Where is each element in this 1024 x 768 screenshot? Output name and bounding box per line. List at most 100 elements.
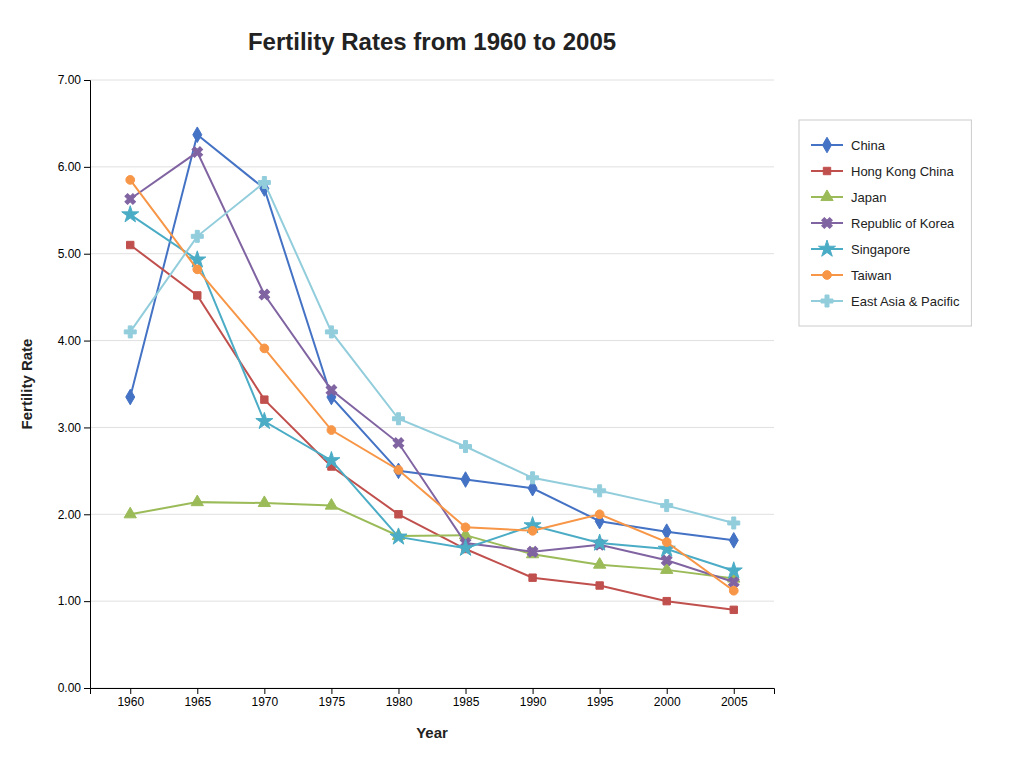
marker [124,326,136,338]
series [124,176,740,528]
line [130,180,734,591]
marker [193,127,202,143]
tick-mark [84,254,90,255]
chart: 1960 1965 1970 1975 1980 1985 1990 1995 2000 2005… [0,0,1024,768]
marker [728,517,740,529]
marker [122,206,139,222]
legend-label: Taiwan [851,268,891,283]
axis-line [91,689,775,695]
line [130,135,734,541]
marker [725,562,742,578]
plot-area: 1960 1965 1970 1975 1980 1985 1990 1995 2000 2005… [58,73,775,708]
marker [189,144,205,160]
tick: 1965 [184,688,211,709]
tick-mark [197,688,198,694]
grid-line [90,253,774,254]
marker [729,586,738,595]
tick-mark [84,688,90,689]
marker [260,344,269,353]
tick-mark [130,688,131,694]
tick: 0.00 [58,681,90,695]
marker [663,597,670,604]
marker [323,451,340,467]
marker [461,523,470,532]
tick-mark [84,167,90,168]
x-axis-title: Year [416,724,448,741]
marker [325,326,337,338]
legend-marker [823,271,832,280]
marker [126,176,135,185]
tick: 1.00 [58,594,90,608]
tick: 7.00 [58,73,90,87]
tick: 5.00 [58,247,90,261]
tick: 4.00 [58,334,90,348]
marker [395,511,402,518]
tick-label: 7.00 [58,73,82,87]
tick: 1960 [117,688,144,709]
legend-label: East Asia & Pacific [851,294,960,309]
marker [127,241,134,248]
legend-item: Taiwan [811,268,891,283]
marker [327,426,336,435]
marker [191,495,203,506]
series [126,176,738,596]
tick: 1990 [520,688,547,709]
legend-marker [823,137,832,153]
tick-mark [667,688,668,694]
line [130,152,734,582]
grid-line [90,80,774,81]
legend-box [799,120,971,326]
tick-mark [600,688,601,694]
tick-label: 1975 [319,695,346,709]
tick: 1980 [386,688,413,709]
tick: 2000 [654,688,681,709]
tick: 2005 [721,688,748,709]
tick: 1985 [453,688,480,709]
tick-label: 1.00 [58,594,82,608]
legend-item: China [811,137,886,153]
marker [258,496,270,507]
marker [193,265,202,274]
marker [391,435,407,451]
marker [394,463,403,479]
tick-label: 0.00 [58,681,82,695]
tick-label: 6.00 [58,160,82,174]
tick: 3.00 [58,421,90,435]
tick-mark [84,514,90,515]
tick-label: 2005 [721,695,748,709]
marker [596,582,603,589]
legend-marker [823,167,830,174]
legend-item: Japan [811,190,886,205]
legend-marker [819,215,835,231]
tick-label: 1960 [117,695,144,709]
marker [594,485,606,497]
marker [661,500,673,512]
marker [194,292,201,299]
marker [662,524,671,540]
tick-label: 5.00 [58,247,82,261]
legend-item: Singapore [811,240,910,257]
marker [390,528,407,544]
series [122,144,741,590]
marker [595,510,604,519]
series [126,127,739,548]
series-layer [122,127,743,614]
marker [525,544,541,560]
marker [594,558,606,569]
marker [256,287,272,303]
series [127,241,738,613]
axis-line [84,81,91,689]
tick: 1995 [587,688,614,709]
tick-mark [84,341,90,342]
tick-label: 1985 [453,695,480,709]
marker [527,472,539,484]
legend-label: Hong Kong China [851,164,954,179]
y-axis: 0.001.002.003.004.005.006.007.00 [58,73,91,695]
marker [258,176,270,188]
tick-mark [84,427,90,428]
marker [591,534,608,550]
tick-mark [398,688,399,694]
x-axis: 1960 1965 1970 1975 1980 1985 1990 1995 2000 2005 [91,688,775,709]
tick: 1970 [252,688,279,709]
marker [126,389,135,405]
